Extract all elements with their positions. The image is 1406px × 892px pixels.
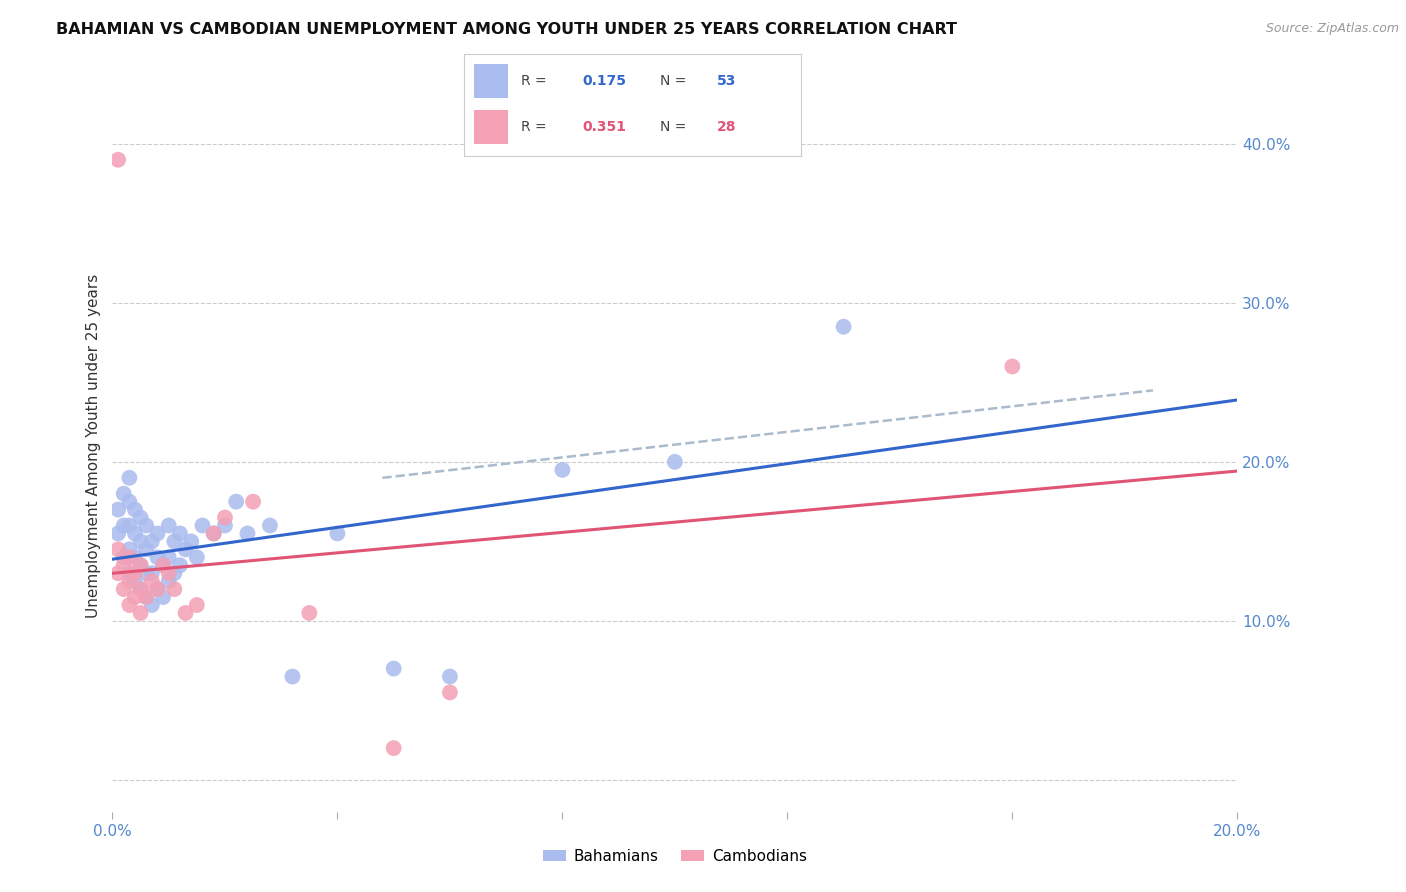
Point <box>152 558 174 573</box>
Point <box>551 463 574 477</box>
Point <box>118 598 141 612</box>
Point <box>141 574 163 589</box>
Legend: Bahamians, Cambodians: Bahamians, Cambodians <box>537 843 813 870</box>
Point <box>129 606 152 620</box>
Point <box>157 518 180 533</box>
Point <box>146 526 169 541</box>
Text: R =: R = <box>522 120 551 135</box>
Text: 0.351: 0.351 <box>582 120 626 135</box>
Point <box>382 662 405 676</box>
Point <box>141 566 163 581</box>
Point <box>202 526 225 541</box>
Point <box>225 494 247 508</box>
Point <box>124 502 146 516</box>
Text: 0.175: 0.175 <box>582 74 626 88</box>
Point <box>107 526 129 541</box>
Point <box>186 598 208 612</box>
Point <box>112 518 135 533</box>
Point <box>135 590 157 604</box>
Point <box>163 534 186 549</box>
Point <box>298 606 321 620</box>
Point <box>664 455 686 469</box>
Point <box>214 518 236 533</box>
Point <box>118 471 141 485</box>
Point <box>107 566 129 581</box>
Point <box>129 582 152 596</box>
Point <box>112 582 135 596</box>
Text: 28: 28 <box>717 120 737 135</box>
Point <box>129 510 152 524</box>
Point <box>112 486 135 500</box>
Point <box>107 542 129 557</box>
Text: Source: ZipAtlas.com: Source: ZipAtlas.com <box>1265 22 1399 36</box>
Point <box>129 534 152 549</box>
Point <box>439 685 461 699</box>
Point <box>124 566 146 581</box>
Point <box>129 558 152 573</box>
Text: 53: 53 <box>717 74 737 88</box>
Point <box>112 550 135 565</box>
Text: R =: R = <box>522 74 551 88</box>
Point <box>174 542 197 557</box>
Point <box>129 582 152 596</box>
Point <box>118 542 141 557</box>
Point <box>832 319 855 334</box>
Point <box>163 566 186 581</box>
Y-axis label: Unemployment Among Youth under 25 years: Unemployment Among Youth under 25 years <box>86 274 101 618</box>
Point <box>174 606 197 620</box>
Point <box>118 574 141 589</box>
Point <box>107 502 129 516</box>
Point <box>124 590 146 604</box>
Point <box>169 558 191 573</box>
Point <box>118 550 141 565</box>
Point <box>326 526 349 541</box>
Point <box>112 558 135 573</box>
Point <box>129 558 152 573</box>
Point <box>1001 359 1024 374</box>
Point <box>259 518 281 533</box>
Point <box>281 669 304 683</box>
Point <box>135 518 157 533</box>
FancyBboxPatch shape <box>474 64 508 97</box>
Point <box>118 518 141 533</box>
Point <box>439 669 461 683</box>
Point <box>107 153 129 167</box>
Point <box>141 534 163 549</box>
Text: N =: N = <box>659 74 690 88</box>
Point <box>146 582 169 596</box>
Point <box>124 574 146 589</box>
Point <box>135 542 157 557</box>
Point <box>242 494 264 508</box>
Point <box>157 566 180 581</box>
Text: N =: N = <box>659 120 690 135</box>
Point <box>214 510 236 524</box>
Point <box>186 550 208 565</box>
Point <box>118 494 141 508</box>
Point <box>180 534 202 549</box>
Point <box>146 550 169 565</box>
Point <box>118 566 141 581</box>
Point <box>141 598 163 612</box>
Point <box>124 550 146 565</box>
Point <box>146 582 169 596</box>
Point <box>135 590 157 604</box>
Point <box>157 550 180 565</box>
Point <box>163 582 186 596</box>
Point <box>169 526 191 541</box>
FancyBboxPatch shape <box>474 110 508 144</box>
Point <box>382 741 405 756</box>
Point <box>157 574 180 589</box>
Point <box>152 590 174 604</box>
Point <box>236 526 259 541</box>
Point <box>135 566 157 581</box>
Point <box>124 526 146 541</box>
Point <box>152 558 174 573</box>
Text: BAHAMIAN VS CAMBODIAN UNEMPLOYMENT AMONG YOUTH UNDER 25 YEARS CORRELATION CHART: BAHAMIAN VS CAMBODIAN UNEMPLOYMENT AMONG… <box>56 22 957 37</box>
Point <box>191 518 214 533</box>
Point <box>202 526 225 541</box>
